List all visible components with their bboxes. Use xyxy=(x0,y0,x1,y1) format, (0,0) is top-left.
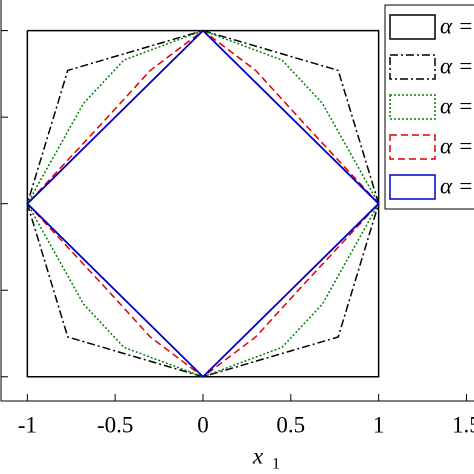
legend-label: α = xyxy=(440,93,473,118)
legend-label: α = xyxy=(440,13,473,38)
plot-frame xyxy=(0,0,474,402)
x-tick-label: 1 xyxy=(373,412,385,437)
series-line xyxy=(26,29,380,378)
x-axis-label: x xyxy=(252,443,264,468)
series-line xyxy=(26,29,380,379)
series-line xyxy=(26,29,380,378)
legend-swatch xyxy=(389,94,436,120)
x-axis-label-subscript: 1 xyxy=(272,456,280,473)
x-tick-label: 0 xyxy=(197,412,209,437)
series-line xyxy=(26,29,380,378)
legend-swatch xyxy=(389,54,436,80)
legend-swatch xyxy=(389,174,436,200)
x-tick-label: -0.5 xyxy=(97,412,133,437)
series-line xyxy=(26,29,380,378)
legend-label: α = xyxy=(440,173,473,198)
legend-label: α = xyxy=(440,53,473,78)
x-tick-label: 1.5 xyxy=(452,412,474,437)
legend-label: α = xyxy=(440,133,473,158)
legend-swatch xyxy=(389,14,436,40)
x-tick-label: -1 xyxy=(18,412,37,437)
legend-swatch xyxy=(389,134,436,160)
x-tick-label: 0.5 xyxy=(276,412,305,437)
